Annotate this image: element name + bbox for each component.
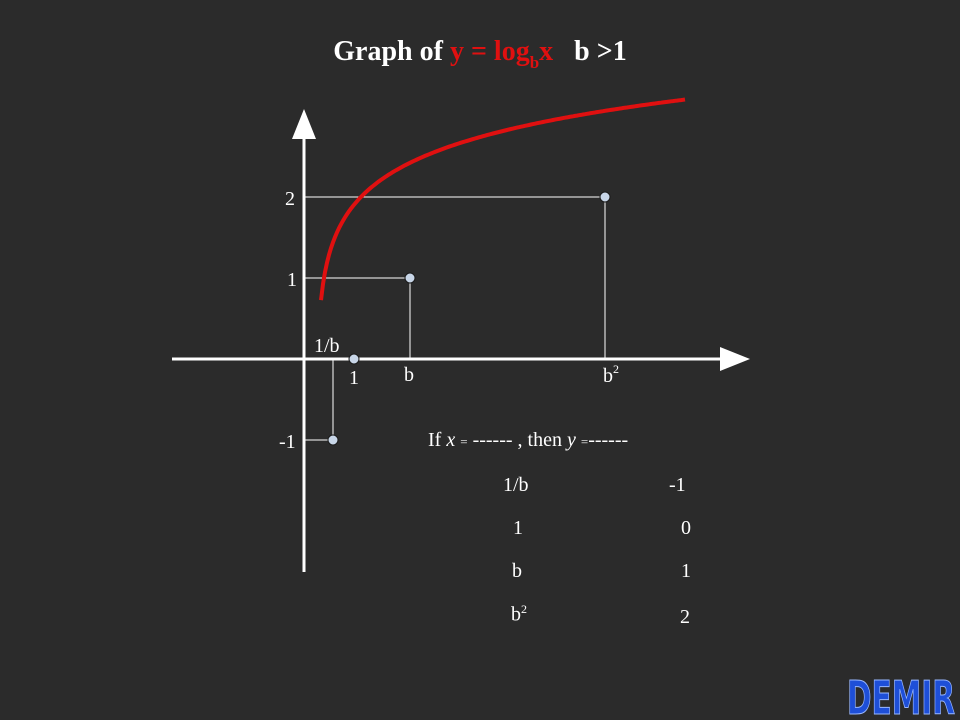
y-tick-neg1: -1 [279,431,296,453]
title-condition: b >1 [574,36,627,67]
x-tick-b-squared: b2 [603,362,619,387]
chart-title: Graph of y = logbx b >1 [0,36,960,73]
data-point-1 [348,353,360,365]
title-equation: y = logbx [449,36,554,72]
guide-lines [304,196,606,441]
x-tick-1: 1 [349,367,359,389]
data-point-2 [404,272,416,284]
logo-text: DEMIR [847,671,955,720]
demir-logo: DEMIR [847,671,956,720]
data-point-0 [327,434,339,446]
x-tick-1-over-b: 1/b [314,335,340,357]
log-curve [319,97,686,301]
marked-points [327,191,611,446]
x-tick-b: b [404,364,414,386]
y-tick-2: 2 [285,188,295,210]
data-point-3 [599,191,611,203]
title-prefix: Graph of [333,36,443,67]
y-tick-1: 1 [287,269,297,291]
